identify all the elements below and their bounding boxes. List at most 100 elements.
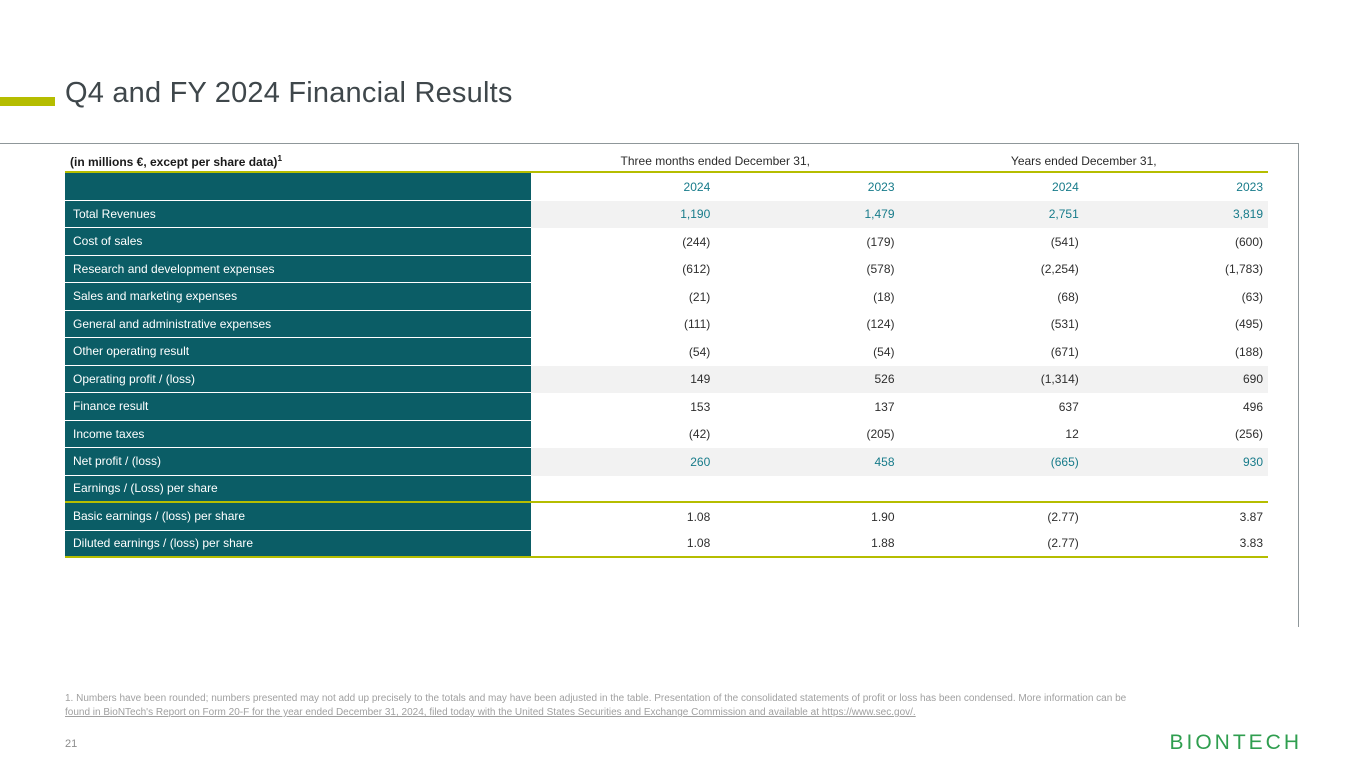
cell-value: (495) (1234, 317, 1263, 332)
page-title: Q4 and FY 2024 Financial Results (65, 77, 513, 109)
cell-value: (578) (866, 262, 895, 277)
cell-value: (1,783) (1224, 262, 1263, 277)
cell-value: (671) (1050, 344, 1079, 359)
row-label: Finance result (65, 393, 531, 421)
row-label: Total Revenues (65, 200, 531, 228)
cell-value: 1.08 (686, 509, 711, 524)
cell-value: 137 (874, 399, 895, 414)
cell-value: (21) (688, 289, 711, 304)
cell-value: 526 (874, 372, 895, 387)
cell-value: (665) (1050, 454, 1079, 469)
cell-value: (205) (866, 427, 895, 442)
row-label (65, 173, 531, 201)
row-label: Cost of sales (65, 228, 531, 256)
right-divider-line (1298, 143, 1299, 627)
row-label: Sales and marketing expenses (65, 283, 531, 311)
table-row: Finance result 153 137 637 496 (65, 393, 1268, 421)
cell-value: (54) (688, 344, 711, 359)
cell-value: 3,819 (1232, 207, 1263, 222)
cell-value: 496 (1242, 399, 1263, 414)
group-header-years: Years ended December 31, (1010, 153, 1157, 168)
table-row: Income taxes (42) (205) 12 (256) (65, 420, 1268, 448)
cell-value: (2,254) (1040, 262, 1079, 277)
page-number: 21 (65, 738, 78, 750)
cell-value: 3.83 (1239, 536, 1263, 551)
table-unit-label: (in millions €, except per share data)1 (65, 153, 531, 169)
cell-value: (42) (688, 427, 711, 442)
cell-value (531, 476, 715, 502)
row-label: Other operating result (65, 338, 531, 366)
cell-value (900, 476, 1084, 502)
row-label: Net profit / (loss) (65, 448, 531, 476)
table-row: Operating profit / (loss) 149 526 (1,314) 69… (65, 365, 1268, 393)
cell-value: 2024 (1052, 179, 1079, 194)
cell-value: 2024 (683, 179, 711, 194)
table-row: Research and development expenses (612) (5… (65, 255, 1268, 283)
table-row: General and administrative expenses (111)… (65, 310, 1268, 338)
table-row: Diluted earnings / (loss) per share 1.08 1… (65, 530, 1268, 558)
cell-value: 260 (690, 454, 711, 469)
cell-value: 12 (1065, 427, 1079, 442)
cell-value: (244) (682, 234, 711, 249)
row-label: General and administrative expenses (65, 310, 531, 338)
cell-value: (188) (1234, 344, 1263, 359)
cell-value: (63) (1241, 289, 1263, 304)
cell-value: (54) (873, 344, 895, 359)
financial-results-table: (in millions €, except per share data)1 … (65, 150, 1268, 558)
cell-value: (531) (1050, 317, 1079, 332)
cell-value (715, 476, 899, 502)
cell-value: (612) (682, 262, 711, 277)
cell-value: 1,190 (680, 207, 711, 222)
cell-value: 1,479 (864, 207, 895, 222)
row-label: Earnings / (Loss) per share (65, 475, 531, 501)
cell-value: 1.88 (871, 536, 895, 551)
cell-value: 2023 (867, 179, 895, 194)
cell-value: (68) (1057, 289, 1079, 304)
row-label: Basic earnings / (loss) per share (65, 503, 531, 531)
table-row: Cost of sales (244) (179) (541) (600) (65, 228, 1268, 256)
cell-value: 2,751 (1048, 207, 1079, 222)
row-label: Research and development expenses (65, 255, 531, 283)
cell-value: (2.77) (1047, 509, 1079, 524)
cell-value: 930 (1242, 454, 1263, 469)
footnote-line-1: 1. Numbers have been rounded; numbers pr… (65, 693, 1127, 704)
cell-value: 2023 (1236, 179, 1263, 194)
cell-value: 149 (690, 372, 711, 387)
cell-value: (179) (866, 234, 895, 249)
cell-value: (256) (1234, 427, 1263, 442)
footnote: 1. Numbers have been rounded; numbers pr… (65, 692, 1295, 720)
cell-value: (541) (1050, 234, 1079, 249)
cell-value: 637 (1058, 399, 1079, 414)
cell-value: 690 (1242, 372, 1263, 387)
table-row: Total Revenues 1,190 1,479 2,751 3,819 (65, 200, 1268, 228)
row-label: Diluted earnings / (loss) per share (65, 530, 531, 556)
cell-value: (2.77) (1047, 536, 1079, 551)
cell-value: 458 (874, 454, 895, 469)
cell-value: 153 (690, 399, 711, 414)
biontech-logo: BIONTECH (1169, 731, 1302, 754)
title-accent-bar (0, 97, 55, 106)
cell-value: 1.90 (871, 509, 895, 524)
cell-value: (1,314) (1040, 372, 1079, 387)
top-divider-line (0, 143, 1299, 144)
table-header-row: (in millions €, except per share data)1 … (65, 150, 1268, 173)
cell-value: 3.87 (1239, 509, 1263, 524)
table-body: 2024 2023 2024 2023 Total Revenues 1,190 1,479… (65, 173, 1268, 558)
cell-value: (18) (873, 289, 895, 304)
cell-value: (111) (684, 317, 711, 332)
unit-label-text: (in millions €, except per share data) (70, 154, 278, 169)
table-row: 2024 2023 2024 2023 (65, 173, 1268, 201)
table-row: Other operating result (54) (54) (671) (188) (65, 338, 1268, 366)
footnote-ref-superscript: 1 (277, 152, 283, 163)
footnote-link-line[interactable]: found in BioNTech's Report on Form 20-F … (65, 707, 916, 718)
row-label: Income taxes (65, 420, 531, 448)
row-label: Operating profit / (loss) (65, 365, 531, 393)
table-row: Earnings / (Loss) per share (65, 475, 1268, 503)
cell-value: 1.08 (686, 536, 711, 551)
table-row: Sales and marketing expenses (21) (18) (68)… (65, 283, 1268, 311)
cell-value (1084, 476, 1268, 502)
cell-value: (124) (866, 317, 895, 332)
table-row: Net profit / (loss) 260 458 (665) 930 (65, 448, 1268, 476)
group-header-three-months: Three months ended December 31, (620, 153, 810, 168)
